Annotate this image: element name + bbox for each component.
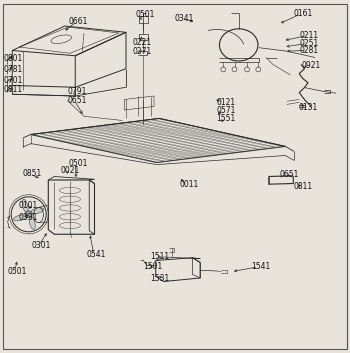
Text: 0571: 0571	[216, 106, 236, 115]
Text: 0851: 0851	[23, 169, 42, 178]
Text: 0811: 0811	[294, 182, 313, 191]
Text: 0651: 0651	[67, 96, 86, 105]
Text: 0651: 0651	[279, 170, 299, 179]
Text: 0301: 0301	[32, 241, 51, 250]
Text: 0501: 0501	[68, 159, 88, 168]
Text: 0661: 0661	[68, 17, 88, 26]
Text: 1531: 1531	[150, 274, 170, 283]
Text: 1551: 1551	[216, 114, 236, 123]
Text: 0121: 0121	[216, 98, 236, 107]
Ellipse shape	[22, 199, 28, 212]
Text: 0341: 0341	[174, 14, 194, 23]
Text: 0211: 0211	[300, 31, 319, 40]
Text: 0921: 0921	[302, 61, 321, 70]
Text: 1511: 1511	[150, 252, 170, 261]
Text: 0501: 0501	[8, 267, 27, 276]
Text: 0541: 0541	[87, 250, 106, 259]
Text: 0101: 0101	[18, 202, 37, 210]
Text: 0271: 0271	[132, 47, 152, 56]
Text: 0501: 0501	[136, 10, 155, 19]
Ellipse shape	[31, 208, 44, 214]
Ellipse shape	[29, 216, 35, 229]
Text: 0251: 0251	[300, 39, 319, 48]
Circle shape	[25, 211, 32, 218]
Text: 0701: 0701	[4, 76, 23, 85]
Text: 0781: 0781	[4, 65, 23, 74]
Text: 0161: 0161	[294, 9, 313, 18]
Text: 0021: 0021	[60, 166, 79, 175]
Text: 1541: 1541	[251, 262, 271, 271]
Text: 1501: 1501	[143, 262, 162, 271]
Text: 0791: 0791	[67, 87, 86, 96]
Text: 0801: 0801	[4, 54, 23, 63]
Text: 0221: 0221	[132, 38, 152, 47]
Text: 0011: 0011	[179, 180, 198, 189]
Text: 0281: 0281	[300, 46, 319, 55]
Text: 0331: 0331	[18, 213, 37, 222]
Ellipse shape	[14, 215, 27, 221]
Text: 0811: 0811	[4, 85, 23, 94]
Text: 0131: 0131	[298, 103, 317, 112]
